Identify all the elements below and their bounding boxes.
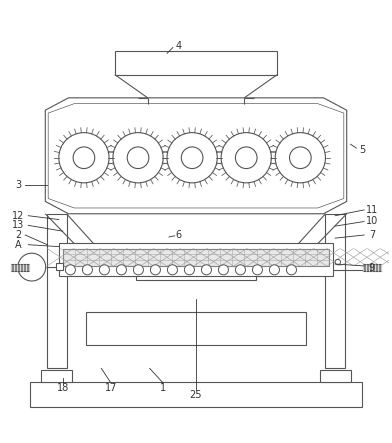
Bar	[136, 272, 256, 280]
Bar	[47, 214, 67, 368]
Polygon shape	[45, 98, 347, 214]
Circle shape	[269, 265, 279, 275]
Circle shape	[113, 132, 163, 183]
Bar	[42, 370, 73, 382]
Circle shape	[201, 265, 211, 275]
Text: 3: 3	[15, 180, 21, 190]
Bar	[30, 382, 362, 407]
Circle shape	[236, 147, 257, 168]
Bar	[11, 264, 29, 271]
Circle shape	[167, 132, 217, 183]
Text: 4: 4	[176, 41, 181, 51]
Bar	[115, 51, 277, 75]
Circle shape	[236, 265, 245, 275]
Circle shape	[116, 265, 127, 275]
Text: 18: 18	[56, 384, 69, 393]
Circle shape	[151, 265, 160, 275]
Text: 7: 7	[369, 230, 375, 240]
Circle shape	[65, 265, 75, 275]
Circle shape	[59, 132, 109, 183]
Text: 6: 6	[176, 230, 181, 240]
Text: 9: 9	[369, 263, 375, 273]
Text: 11: 11	[366, 205, 378, 215]
Circle shape	[167, 265, 178, 275]
Bar	[59, 243, 333, 276]
Bar	[363, 264, 381, 271]
Text: A: A	[15, 240, 22, 250]
Text: 12: 12	[12, 211, 24, 221]
Bar	[86, 312, 306, 345]
Text: 2: 2	[15, 230, 21, 240]
Circle shape	[127, 147, 149, 168]
Circle shape	[275, 132, 325, 183]
Bar	[319, 370, 350, 382]
Circle shape	[133, 265, 143, 275]
Circle shape	[218, 265, 229, 275]
Circle shape	[335, 259, 341, 265]
Bar	[325, 214, 345, 368]
Text: 10: 10	[366, 217, 378, 226]
Circle shape	[221, 132, 271, 183]
Text: 17: 17	[105, 384, 117, 393]
Circle shape	[290, 147, 311, 168]
Bar	[63, 249, 329, 266]
Circle shape	[18, 253, 46, 281]
Text: 1: 1	[160, 384, 166, 393]
Circle shape	[287, 265, 296, 275]
Circle shape	[252, 265, 263, 275]
Text: 5: 5	[359, 145, 365, 155]
Circle shape	[181, 147, 203, 168]
Circle shape	[82, 265, 93, 275]
Circle shape	[184, 265, 194, 275]
Bar	[56, 263, 63, 270]
Text: 25: 25	[190, 390, 202, 400]
Circle shape	[73, 147, 95, 168]
Circle shape	[100, 265, 109, 275]
Text: 13: 13	[12, 220, 24, 230]
